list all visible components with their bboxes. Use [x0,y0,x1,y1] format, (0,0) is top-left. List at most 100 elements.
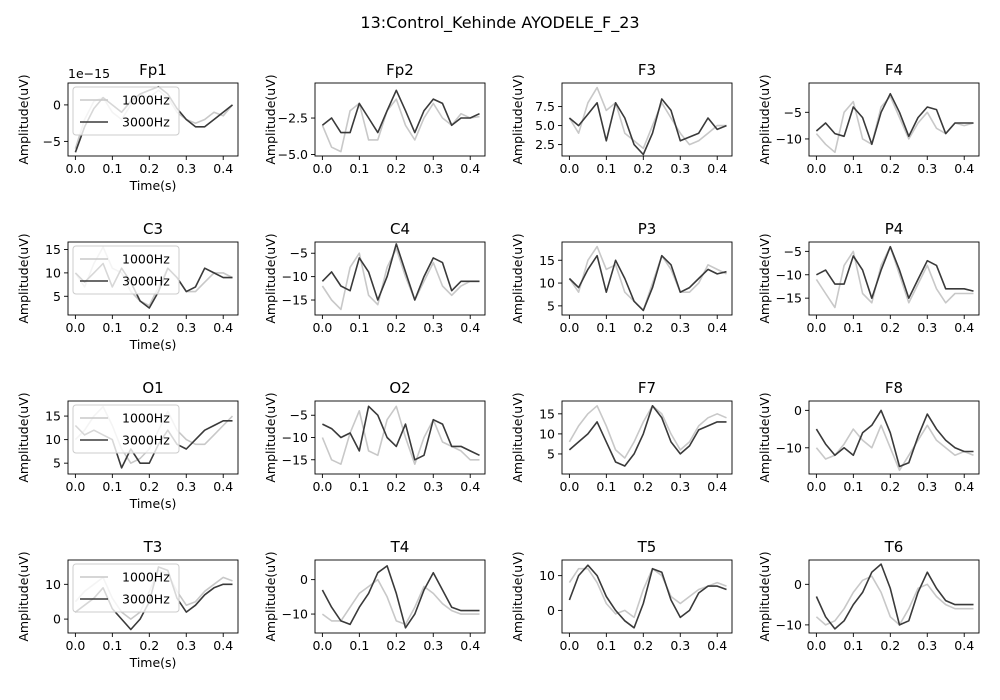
panel-t6: T6 0.0 0.1 0.2 0.3 0.4 −10 0 Amplitude(uV) [757,538,980,653]
x-tick-label: 0.1 [349,638,369,653]
y-tick-label: −15 [282,293,308,308]
panel-title: Fp1 [139,61,167,79]
x-tick-label: 0.3 [917,320,937,335]
x-tick-label: 0.3 [423,161,443,176]
panel-title: F4 [885,61,903,79]
legend: 1000Hz 3000Hz [72,245,180,295]
series-line-3000hz [568,564,727,629]
legend-label: 3000Hz [122,274,170,289]
y-tick-label: 10 [539,426,555,441]
y-axis-label: Amplitude(uV) [263,392,278,482]
x-tick-label: 0.0 [65,320,85,335]
panel-title: F7 [638,379,656,397]
axes-frame [808,82,980,157]
y-axis-label: Amplitude(uV) [16,233,31,323]
y-tick-label: −5 [290,408,308,423]
axes-frame [314,241,486,316]
series-line-3000hz [568,404,727,467]
x-tick-label: 0.1 [102,638,122,653]
axes-frame [561,559,733,634]
x-tick-label: 0.3 [917,479,937,494]
series-line-3000hz [816,245,974,300]
panel-title: O1 [142,379,163,397]
y-tick-label: −5.0 [278,147,308,162]
x-tick-label: 0.3 [423,638,443,653]
legend-box [72,245,180,295]
y-tick-label: 0 [53,612,61,627]
y-tick-label: 10 [539,276,555,291]
axes-frame [67,559,239,634]
x-tick-label: 0.3 [176,320,196,335]
legend: 1000Hz 3000Hz [72,563,180,613]
x-tick-label: 0.2 [880,161,900,176]
x-axis-label: Time(s) [129,655,177,670]
legend: 1000Hz 3000Hz [72,86,180,136]
x-tick-label: 0.3 [670,479,690,494]
series-line-1000hz [568,245,727,312]
y-tick-label: −15 [282,452,308,467]
axes-frame [314,559,486,634]
x-tick-label: 0.2 [139,638,159,653]
y-axis-label: Amplitude(uV) [510,233,525,323]
y-tick-label: 10 [45,432,61,447]
x-tick-label: 0.2 [139,161,159,176]
series-line-3000hz [815,409,974,468]
x-tick-label: 0.4 [460,638,480,653]
x-tick-label: 0.4 [213,479,233,494]
x-tick-label: 0.2 [386,161,406,176]
panel-o1: O1 0.0 0.1 0.2 0.3 0.4 5 10 15 Amplitude(uV) Time(… [16,379,239,511]
series-line-1000hz [815,245,974,309]
y-tick-label: 15 [45,409,61,424]
panel-c3: C3 0.0 0.1 0.2 0.3 0.4 5 10 15 Amplitude(uV) Time(… [16,220,239,352]
axes-frame [561,241,733,316]
axes-frame [808,400,980,475]
y-tick-label: 10 [45,265,61,280]
x-tick-label: 0.1 [349,161,369,176]
x-tick-label: 0.4 [954,161,974,176]
legend-box [72,86,180,136]
x-tick-label: 0.4 [460,479,480,494]
y-tick-label: 15 [539,253,555,268]
y-axis-label: Amplitude(uV) [16,392,31,482]
y-axis-label: Amplitude(uV) [263,551,278,641]
series-line-3000hz [322,405,480,461]
y-axis-label: Amplitude(uV) [263,233,278,323]
axis-scale-label: 1e−15 [68,66,110,81]
y-axis-label: Amplitude(uV) [757,392,772,482]
series-line-1000hz [815,424,974,472]
panel-title: O2 [389,379,410,397]
panel-f7: F7 0.0 0.1 0.2 0.3 0.4 5 10 15 Amplitude(uV) [510,379,733,494]
y-tick-label: 5 [53,456,61,471]
x-tick-label: 0.4 [707,638,727,653]
axes-frame [808,241,980,316]
axes-frame [67,82,239,157]
y-tick-label: 0 [794,403,802,418]
panel-title: C4 [390,220,410,238]
legend-label: 3000Hz [122,115,170,130]
series-line-3000hz [815,563,974,630]
y-tick-label: −10 [776,617,802,632]
panel-o2: O2 0.0 0.1 0.2 0.3 0.4 −15 −10 −5 Amplitude(uV) [263,379,486,494]
y-tick-label: −10 [776,267,802,282]
series-line-1000hz [321,578,480,626]
y-tick-label: −10 [776,440,802,455]
x-tick-label: 0.4 [707,320,727,335]
series-line-3000hz [321,89,480,134]
y-tick-label: −15 [776,291,802,306]
y-tick-label: −5 [784,244,802,259]
y-tick-label: −5 [43,134,61,149]
x-tick-label: 0.4 [213,161,233,176]
x-tick-label: 0.2 [386,638,406,653]
axes-frame [561,82,733,157]
x-tick-label: 0.1 [596,638,616,653]
y-axis-label: Amplitude(uV) [510,551,525,641]
series-line-3000hz [321,565,480,629]
y-tick-label: 0 [53,97,61,112]
x-tick-label: 0.2 [139,320,159,335]
x-tick-label: 0.0 [65,161,85,176]
x-tick-label: 0.3 [670,161,690,176]
x-tick-label: 0.1 [102,161,122,176]
panel-t3: T3 0.0 0.1 0.2 0.3 0.4 0 10 Amplitude(uV) Time(s)… [16,538,239,670]
panel-title: F8 [885,379,903,397]
